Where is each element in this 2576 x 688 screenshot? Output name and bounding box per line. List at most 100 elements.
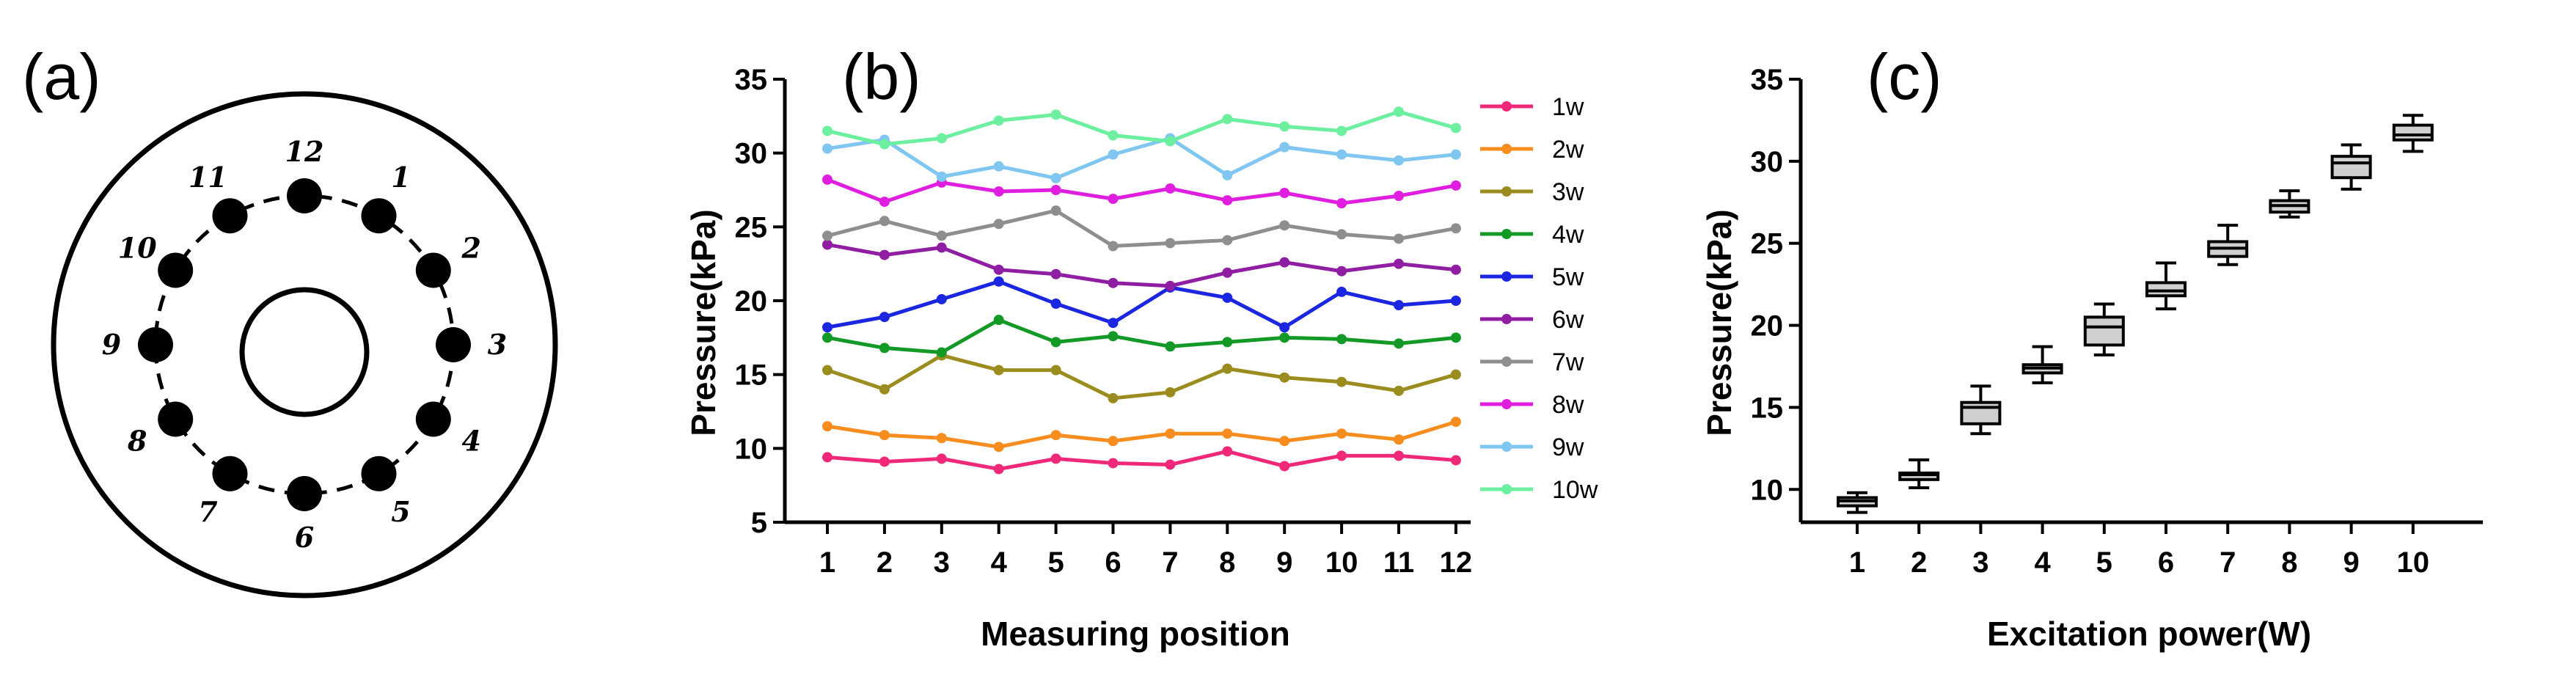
legend-marker [1501, 399, 1512, 409]
panel-c-box-chart: (c) 10 15 20 25 30 35 1 2 3 4 5 6 7 8 9 10 Excitation p… [1700, 40, 2483, 653]
data-point [879, 249, 890, 260]
series-line [827, 318, 1457, 355]
data-point [1336, 266, 1347, 277]
box-plot-item [2083, 302, 2125, 356]
position-dot [361, 198, 397, 234]
position-label: 3 [488, 328, 507, 361]
x-tick-label: 5 [1047, 546, 1064, 579]
position-dot [287, 178, 322, 213]
x-tick-label: 1 [819, 546, 835, 579]
data-point [1108, 149, 1119, 160]
legend-marker [1501, 356, 1512, 367]
data-point [1222, 363, 1233, 374]
x-tick-label: 9 [2343, 546, 2359, 579]
data-point [993, 219, 1004, 230]
data-point [993, 161, 1004, 172]
legend-label: 2w [1552, 136, 1584, 164]
data-point [1450, 417, 1461, 428]
x-tick-label: 3 [1972, 546, 1988, 579]
y-tick-label: 30 [1751, 146, 1784, 178]
data-point [993, 264, 1004, 275]
position-label: 2 [461, 232, 481, 265]
data-point [1450, 180, 1461, 191]
data-point [936, 133, 947, 144]
series-line [827, 353, 1457, 400]
series-line [827, 279, 1457, 330]
position-label: 9 [102, 328, 121, 361]
data-point [1222, 169, 1233, 180]
data-point [1450, 264, 1461, 275]
x-tick-label: 4 [2034, 546, 2051, 579]
x-tick-label: 7 [2220, 546, 2236, 579]
data-point [822, 332, 833, 343]
data-point [936, 453, 947, 464]
data-point [936, 242, 947, 253]
box [2330, 155, 2372, 180]
data-point [1050, 172, 1061, 183]
data-point [936, 293, 947, 304]
box-plot-item [2392, 114, 2434, 153]
x-tick-label: 2 [877, 546, 893, 579]
data-point [822, 322, 833, 333]
position-dot [287, 476, 322, 511]
position-dot [436, 327, 471, 362]
box [1960, 400, 2002, 425]
x-tick-label: 11 [1383, 546, 1414, 579]
data-point [1450, 122, 1461, 133]
y-tick-label: 20 [1751, 310, 1784, 343]
data-point [993, 365, 1004, 376]
box [2083, 315, 2125, 347]
series-line [827, 243, 1457, 288]
legend-marker [1501, 271, 1512, 282]
data-point [1108, 130, 1119, 141]
data-point [1394, 233, 1404, 244]
data-point [936, 230, 947, 241]
data-point [936, 433, 947, 444]
position-dot [212, 455, 248, 491]
data-point [1279, 142, 1290, 153]
data-point [822, 452, 833, 463]
position-dot [158, 401, 194, 437]
data-point [1050, 205, 1061, 216]
data-point [1222, 235, 1233, 246]
data-point [1050, 268, 1061, 279]
position-label: 1 [391, 161, 410, 194]
box-chart-plot: 10 15 20 25 30 35 1 2 3 4 5 6 7 8 9 10 [1751, 64, 2483, 579]
x-axis-title: Measuring position [981, 615, 1290, 653]
data-point [879, 343, 890, 354]
data-point [1394, 300, 1404, 311]
legend-marker [1501, 186, 1512, 197]
data-point [1394, 106, 1404, 117]
x-tick-label: 5 [2096, 546, 2112, 579]
data-point [1336, 286, 1347, 297]
data-point [1279, 257, 1290, 268]
data-point [1165, 280, 1176, 291]
data-point [822, 143, 833, 154]
y-tick-label: 20 [735, 285, 768, 318]
data-point [879, 312, 890, 323]
data-point [1165, 238, 1176, 249]
legend-label: 1w [1552, 93, 1584, 121]
data-point [1336, 450, 1347, 461]
data-point [993, 315, 1004, 326]
data-point [1108, 318, 1119, 329]
data-point [1336, 149, 1347, 160]
box-plot-item [2145, 261, 2187, 311]
data-point [1279, 332, 1290, 343]
series-line [827, 208, 1457, 249]
data-point [993, 186, 1004, 197]
panel-b-label: (b) [842, 40, 921, 113]
data-point [1222, 292, 1233, 303]
data-point [1050, 453, 1061, 464]
data-point [1222, 267, 1233, 278]
y-tick-label: 35 [735, 64, 768, 96]
position-label: 10 [118, 232, 157, 265]
series-line [827, 420, 1457, 449]
data-point [993, 276, 1004, 287]
data-point [879, 384, 890, 395]
series-line [827, 109, 1457, 147]
data-point [1108, 194, 1119, 205]
